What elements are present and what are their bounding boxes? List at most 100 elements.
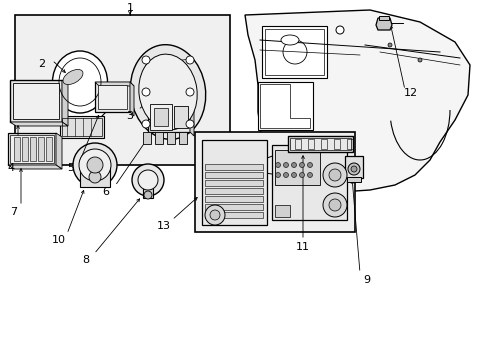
Bar — [287, 136, 352, 152]
Ellipse shape — [130, 45, 205, 139]
Polygon shape — [8, 165, 62, 169]
Bar — [30, 137, 36, 161]
Circle shape — [204, 205, 224, 225]
Bar — [80, 167, 110, 187]
Bar — [307, 139, 313, 149]
Polygon shape — [375, 18, 391, 30]
Ellipse shape — [281, 35, 298, 45]
Circle shape — [185, 88, 194, 96]
Bar — [289, 138, 350, 150]
Bar — [14, 137, 20, 161]
Bar — [333, 139, 339, 149]
Circle shape — [185, 56, 194, 64]
Circle shape — [275, 162, 280, 167]
Circle shape — [185, 120, 194, 128]
Bar — [10, 135, 54, 163]
Bar — [13, 83, 59, 119]
Ellipse shape — [63, 69, 83, 85]
Text: 2: 2 — [39, 59, 45, 69]
Polygon shape — [95, 82, 134, 86]
Bar — [320, 139, 326, 149]
Bar — [345, 156, 362, 178]
Circle shape — [307, 172, 312, 177]
Bar — [271, 145, 346, 220]
Circle shape — [335, 26, 343, 34]
Polygon shape — [10, 122, 68, 126]
Circle shape — [143, 191, 152, 199]
Circle shape — [323, 163, 346, 187]
Bar — [98, 85, 127, 109]
Bar — [258, 82, 312, 130]
Text: 5: 5 — [67, 163, 74, 173]
Text: 10: 10 — [52, 235, 66, 245]
Ellipse shape — [139, 54, 197, 130]
Text: 3: 3 — [126, 111, 133, 121]
Bar — [142, 184, 153, 198]
Bar — [294, 139, 301, 149]
Bar — [195, 132, 354, 232]
Bar — [22, 137, 28, 161]
Text: 7: 7 — [10, 207, 18, 217]
Circle shape — [209, 210, 220, 220]
Bar — [202, 140, 266, 225]
Circle shape — [307, 162, 312, 167]
Polygon shape — [244, 10, 469, 192]
Bar — [62, 118, 102, 136]
Bar — [274, 205, 289, 217]
Circle shape — [138, 170, 158, 190]
Bar — [38, 137, 44, 161]
Bar — [204, 204, 263, 210]
Bar — [179, 132, 186, 144]
Bar — [174, 106, 187, 128]
Circle shape — [142, 88, 150, 96]
Text: 6: 6 — [102, 187, 109, 197]
Circle shape — [283, 172, 288, 177]
Bar — [15, 15, 229, 165]
Bar — [46, 137, 52, 161]
Bar — [10, 80, 62, 122]
Circle shape — [275, 172, 280, 177]
Text: 4: 4 — [7, 163, 15, 173]
Circle shape — [387, 43, 391, 47]
Circle shape — [132, 164, 163, 196]
Bar — [167, 132, 175, 144]
Circle shape — [142, 120, 150, 128]
Circle shape — [73, 143, 117, 187]
Ellipse shape — [52, 51, 107, 113]
Bar — [154, 108, 168, 126]
Bar — [204, 164, 263, 170]
Polygon shape — [52, 90, 112, 123]
Circle shape — [291, 162, 296, 167]
Bar — [262, 26, 326, 78]
Bar — [150, 104, 172, 130]
Circle shape — [350, 166, 356, 172]
Bar — [204, 180, 263, 186]
Circle shape — [87, 157, 103, 173]
Circle shape — [283, 162, 288, 167]
Bar — [8, 133, 56, 165]
Circle shape — [347, 163, 359, 175]
Bar — [378, 16, 388, 20]
Bar — [274, 150, 319, 185]
Circle shape — [299, 172, 304, 177]
Bar — [204, 172, 263, 178]
Text: 9: 9 — [363, 275, 370, 285]
Bar — [204, 188, 263, 194]
Text: 12: 12 — [403, 88, 417, 98]
Circle shape — [89, 171, 101, 183]
Bar — [346, 177, 360, 182]
Circle shape — [328, 199, 340, 211]
Text: 11: 11 — [295, 242, 309, 252]
Circle shape — [142, 56, 150, 64]
Bar — [148, 102, 190, 132]
Bar — [204, 212, 263, 218]
Polygon shape — [56, 133, 62, 169]
Circle shape — [299, 162, 304, 167]
Text: 13: 13 — [157, 221, 171, 231]
Circle shape — [79, 149, 111, 181]
Polygon shape — [190, 102, 194, 136]
Circle shape — [291, 172, 296, 177]
Circle shape — [323, 193, 346, 217]
Bar — [142, 132, 151, 144]
Text: 1: 1 — [126, 3, 133, 13]
